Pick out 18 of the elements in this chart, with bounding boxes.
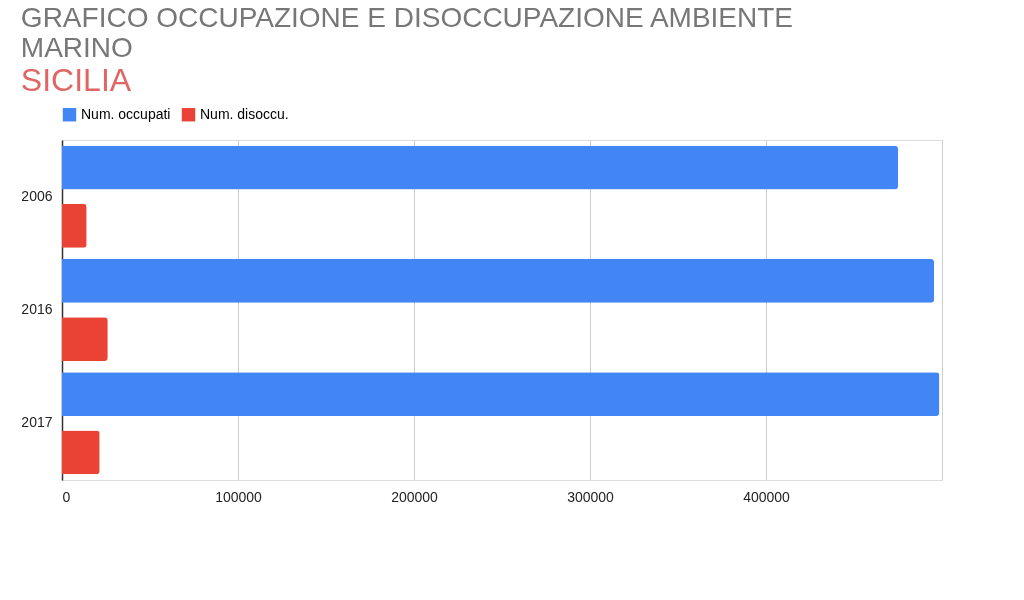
bar	[62, 372, 940, 417]
bar	[62, 145, 898, 190]
bar	[62, 317, 108, 361]
chart-subtitle: SICILIA	[20, 62, 132, 98]
bar	[62, 259, 935, 303]
bar	[62, 203, 87, 248]
bar	[62, 430, 100, 475]
x-tick-label: 100000	[215, 488, 263, 505]
x-tick-label: 200000	[391, 488, 439, 505]
legend-label: Num. disoccu.	[200, 105, 289, 122]
y-tick-label: 2016	[21, 301, 53, 317]
legend-label: Num. occupati	[81, 105, 171, 122]
x-tick-label: 0	[62, 488, 71, 505]
x-tick-label: 300000	[567, 488, 615, 505]
x-tick-label: 400000	[743, 488, 791, 505]
y-tick-label: 2017	[21, 414, 53, 431]
chart-title: GRAFICO OCCUPAZIONE E DISOCCUPAZIONE AMBIENTE MARINO	[20, 2, 794, 63]
y-tick-label: 2006	[21, 187, 53, 204]
